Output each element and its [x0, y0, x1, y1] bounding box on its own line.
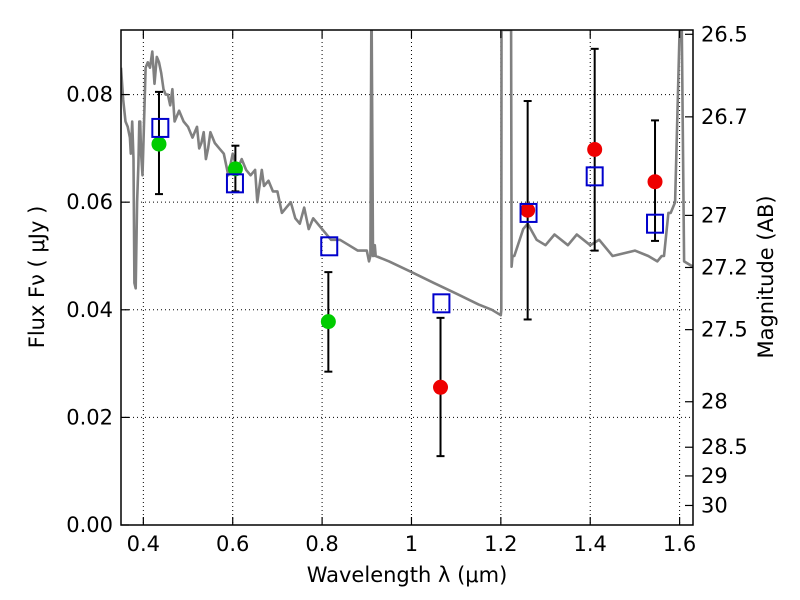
x-tick-label: 0.4: [127, 532, 160, 556]
mag-tick-label: 26.5: [701, 22, 748, 46]
y-tick-label: 0.04: [66, 298, 113, 322]
observed-point: [433, 379, 449, 395]
mag-tick-label: 28: [701, 390, 728, 414]
y-tick-label: 0.08: [66, 83, 113, 107]
x-axis-label: Wavelength λ (μm): [307, 563, 508, 587]
axis-ticks: [121, 30, 693, 526]
plot-background: [121, 30, 693, 525]
model-photometry-point: [646, 213, 665, 234]
model-photometry-point: [225, 173, 244, 194]
model-photometry-point: [585, 166, 604, 187]
mag-tick-label: 27.5: [701, 318, 748, 342]
plot-frame: [120, 29, 694, 526]
mag-tick-label: 26.7: [701, 105, 748, 129]
mag-tick-label: 28.5: [701, 435, 748, 459]
observed-point: [520, 202, 536, 218]
x-tick-label: 1.4: [574, 532, 607, 556]
model-spectrum-line: [121, 30, 693, 317]
observed-point: [320, 314, 336, 330]
grid: [121, 30, 693, 525]
right-axis-label: Magnitude (AB): [754, 195, 778, 358]
y-tick-label: 0.00: [66, 513, 113, 537]
observed-point: [227, 161, 243, 177]
mag-tick-label: 27: [701, 203, 728, 227]
model-photometry-point: [519, 202, 538, 223]
x-tick-label: 1.2: [484, 532, 517, 556]
mag-tick-label: 29: [701, 464, 728, 488]
mag-tick-label: 30: [701, 493, 728, 517]
mag-tick-label: 27.2: [701, 255, 748, 279]
x-tick-label: 0.6: [216, 532, 249, 556]
x-tick-label: 0.8: [305, 532, 338, 556]
data-points: [151, 117, 665, 395]
observed-point: [647, 174, 663, 190]
y-axis-label: Flux Fν ( μJy ): [25, 206, 49, 349]
observed-point: [587, 141, 603, 157]
tick-labels: 0.4 0.6 0.8 1 1.2 1.4 1.6 0.00 0.02 0.04 0.06 0.08 2…: [66, 22, 748, 556]
model-spectrum: [121, 30, 693, 317]
model-photometry-point: [432, 293, 451, 314]
model-photometry-point: [320, 236, 339, 257]
model-photometry-point: [151, 117, 170, 138]
x-tick-label: 1.6: [663, 532, 696, 556]
x-tick-label: 1: [405, 532, 418, 556]
y-tick-label: 0.06: [66, 190, 113, 214]
observed-point: [151, 136, 167, 152]
y-tick-label: 0.02: [66, 405, 113, 429]
